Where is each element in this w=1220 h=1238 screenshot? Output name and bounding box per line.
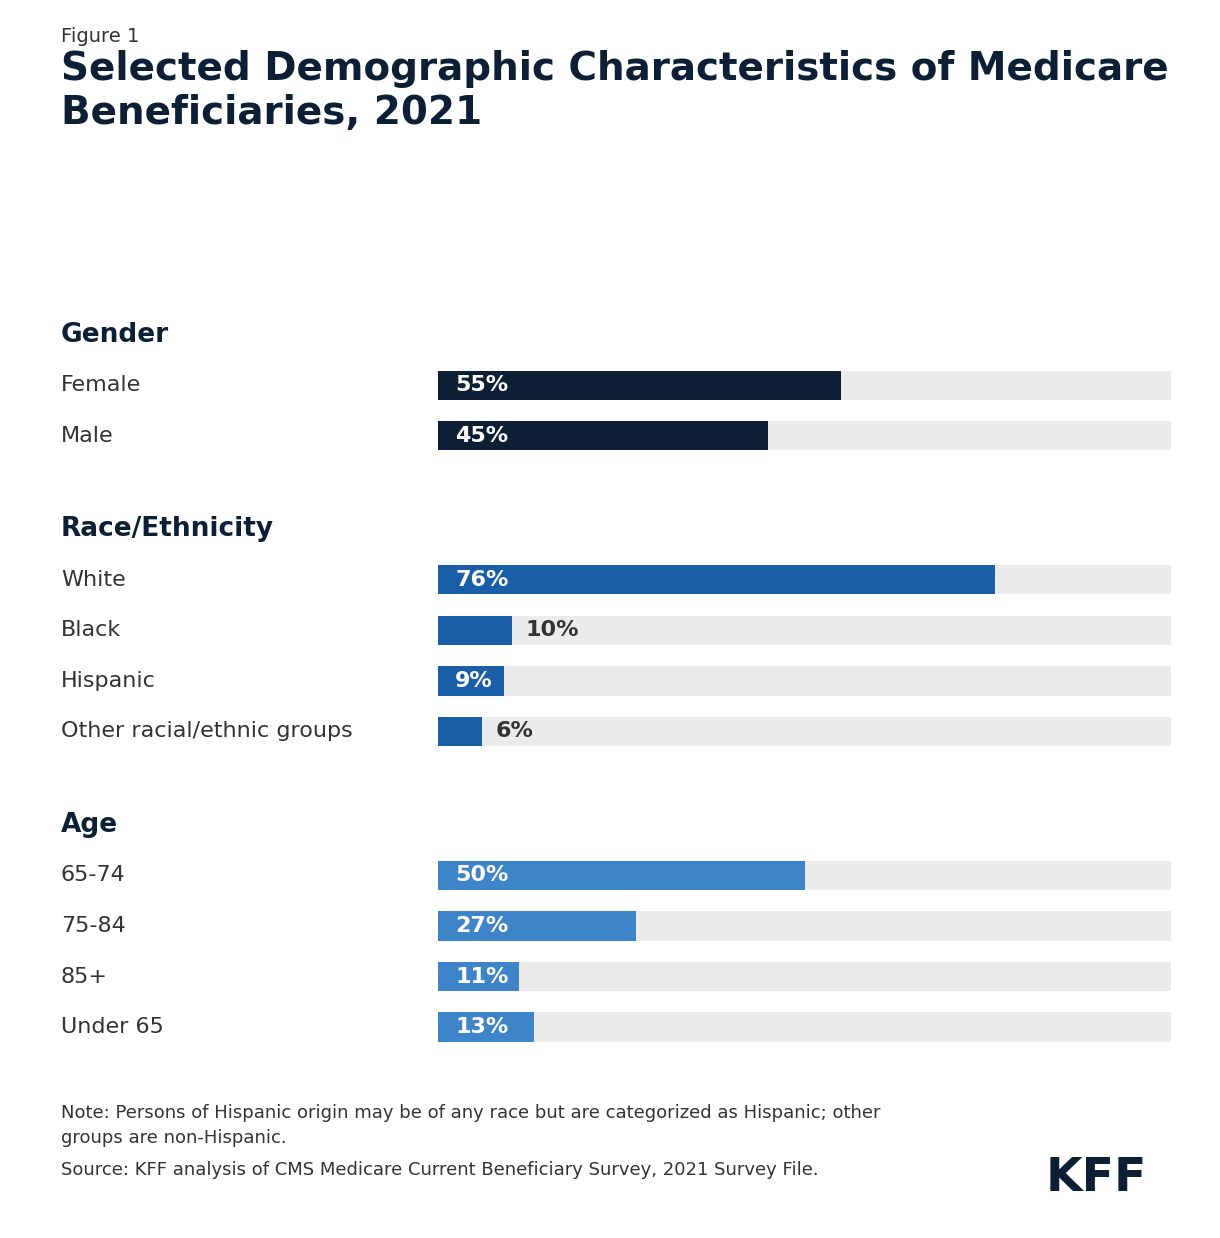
Text: 55%: 55% [455,375,509,395]
Text: Note: Persons of Hispanic origin may be of any race but are categorized as Hispa: Note: Persons of Hispanic origin may be … [61,1104,881,1123]
Bar [438,717,482,747]
Bar [438,566,1171,594]
Text: Source: KFF analysis of CMS Medicare Current Beneficiary Survey, 2021 Survey Fil: Source: KFF analysis of CMS Medicare Cur… [61,1161,819,1180]
Text: 11%: 11% [455,967,509,987]
Text: Age: Age [61,812,118,838]
Bar [438,962,518,992]
Text: 10%: 10% [525,620,578,640]
Bar [438,962,1171,992]
Text: 45%: 45% [455,426,509,446]
Bar [438,421,1171,451]
Text: Race/Ethnicity: Race/Ethnicity [61,516,274,542]
Text: Selected Demographic Characteristics of Medicare: Selected Demographic Characteristics of … [61,50,1169,88]
Text: 50%: 50% [455,865,509,885]
Bar [438,615,511,645]
Bar [438,421,769,451]
Text: 65-74: 65-74 [61,865,126,885]
Text: Figure 1: Figure 1 [61,27,139,46]
Bar [438,717,1171,747]
Bar [438,911,637,941]
Text: groups are non-Hispanic.: groups are non-Hispanic. [61,1129,287,1148]
Text: Other racial/ethnic groups: Other racial/ethnic groups [61,722,353,742]
Text: Beneficiaries, 2021: Beneficiaries, 2021 [61,94,482,132]
Bar [438,370,842,400]
Text: Under 65: Under 65 [61,1018,163,1037]
Text: 9%: 9% [455,671,493,691]
Bar [438,666,1171,696]
Bar [438,860,1171,890]
Text: 76%: 76% [455,569,509,589]
Bar [438,370,1171,400]
Text: KFF: KFF [1046,1156,1147,1201]
Bar [438,1013,533,1041]
Text: Male: Male [61,426,113,446]
Text: 6%: 6% [495,722,533,742]
Text: Hispanic: Hispanic [61,671,156,691]
Text: White: White [61,569,126,589]
Text: 75-84: 75-84 [61,916,126,936]
Text: 27%: 27% [455,916,509,936]
Bar [438,615,1171,645]
Bar [438,1013,1171,1041]
Bar [438,860,805,890]
Text: Black: Black [61,620,121,640]
Text: Female: Female [61,375,142,395]
Text: 85+: 85+ [61,967,109,987]
Text: Gender: Gender [61,322,170,348]
Text: 13%: 13% [455,1018,509,1037]
Bar [438,666,504,696]
Bar [438,911,1171,941]
Bar [438,566,996,594]
